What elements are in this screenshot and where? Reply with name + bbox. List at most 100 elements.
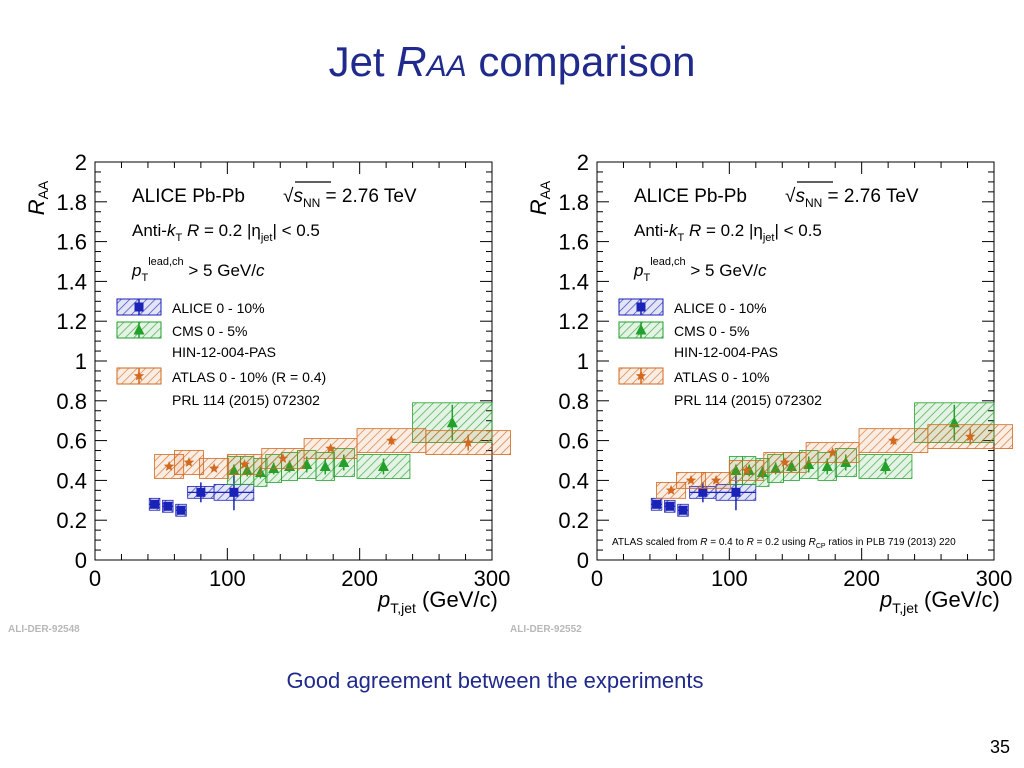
title-italic: R: [396, 38, 427, 85]
legend-label: ATLAS 0 - 10%: [674, 369, 769, 385]
data-point: [239, 459, 250, 469]
data-point: [888, 435, 899, 445]
data-point: [386, 435, 397, 445]
chart-panel-left: 0 0.2 0.4 0.6 0.8 1 1.2 1.4 1.6 1.8 2 0 100 200 300 RAA…: [0, 140, 520, 635]
legend-label: CMS 0 - 5%: [172, 323, 247, 339]
data-point: [821, 460, 833, 471]
chart-panel-right: 0 0.2 0.4 0.6 0.8 1 1.2 1.4 1.6 1.8 2 0 100 200 300 RAA…: [502, 140, 1022, 635]
data-point: [446, 416, 458, 428]
legend-marker: [133, 324, 145, 335]
data-point: [163, 501, 173, 511]
legend-label: HIN-12-004-PAS: [172, 344, 276, 360]
data-point: [741, 464, 752, 475]
legend-marker: [635, 324, 647, 335]
scaling-annotation: ATLAS scaled from R = 0.4 to R = 0.2 usi…: [612, 537, 956, 550]
data-point: [652, 499, 662, 509]
y-tick-label: 1.4: [56, 269, 87, 294]
data-point: [665, 484, 677, 495]
raa-chart-right: 0 0.2 0.4 0.6 0.8 1 1.2 1.4 1.6 1.8 2 0 100 200 300 RAA…: [510, 150, 1013, 635]
plot-frame: [94, 161, 493, 561]
header-experiment: ALICE Pb-Pb: [132, 186, 245, 207]
y-tick-label: 0: [577, 548, 589, 573]
x-axis-title: pT,jet (GeV/c): [879, 587, 1000, 616]
header-experiment: ALICE Pb-Pb: [634, 186, 747, 207]
data-point: [879, 460, 891, 471]
data-point: [196, 487, 206, 497]
y-tick-label: 0.2: [56, 508, 87, 533]
y-tick-label: 1.2: [558, 309, 589, 334]
raa-chart-left: 0 0.2 0.4 0.6 0.8 1 1.2 1.4 1.6 1.8 2 0 100 200 300 RAA…: [8, 150, 511, 635]
x-axis-title: pT,jet (GeV/c): [377, 587, 498, 616]
y-tick-label: 0.6: [558, 429, 589, 454]
legend-label: ATLAS 0 - 10% (R = 0.4): [172, 369, 326, 385]
legend-label: ALICE 0 - 10%: [172, 300, 265, 316]
data-point: [277, 453, 289, 463]
y-tick-label: 0.4: [56, 468, 87, 493]
x-tick-label: 300: [976, 566, 1013, 591]
data-point: [338, 456, 350, 467]
legend-marker: [636, 302, 646, 312]
legend-marker: [635, 370, 647, 381]
title-suffix: comparison: [466, 38, 696, 85]
y-tick-label: 1.8: [558, 190, 589, 215]
y-axis-title: RAA: [526, 180, 553, 215]
y-tick-label: 0.8: [56, 389, 87, 414]
x-tick-label: 0: [89, 566, 101, 591]
data-point: [731, 487, 741, 497]
x-tick-label: 300: [474, 566, 511, 591]
header-leading-cut: pTlead,ch > 5 GeV/c: [633, 256, 767, 284]
legend-label: CMS 0 - 5%: [674, 323, 749, 339]
data-point: [665, 501, 675, 511]
series-atlas: [656, 424, 1013, 499]
legend-label: HIN-12-004-PAS: [674, 344, 778, 360]
x-tick-label: 200: [843, 566, 880, 591]
legend-label: PRL 114 (2015) 072302: [172, 392, 320, 408]
data-point: [964, 431, 976, 442]
y-tick-label: 1.4: [558, 269, 589, 294]
y-tick-label: 2: [577, 150, 589, 175]
legend-label: ALICE 0 - 10%: [674, 300, 767, 316]
data-point: [163, 461, 175, 471]
data-point: [377, 460, 389, 471]
series-atlas: [154, 428, 511, 479]
y-tick-label: 1.2: [56, 309, 87, 334]
y-tick-label: 0: [75, 548, 87, 573]
x-tick-label: 100: [711, 566, 748, 591]
page-number: 35: [989, 737, 1010, 757]
series-alice: [148, 474, 255, 517]
data-point: [325, 443, 336, 453]
y-tick-label: 0.8: [558, 389, 589, 414]
y-axis-title: RAA: [24, 180, 51, 215]
data-point: [698, 487, 708, 497]
legend-marker: [134, 302, 144, 312]
header-algorithm: Anti-kT R = 0.2 |ηjet| < 0.5: [634, 221, 822, 244]
y-tick-label: 0.4: [558, 468, 589, 493]
data-point: [462, 437, 474, 447]
data-point: [208, 463, 220, 473]
y-tick-label: 1.6: [56, 230, 87, 255]
x-tick-label: 200: [341, 566, 378, 591]
y-tick-label: 2: [75, 150, 87, 175]
y-tick-label: 0.6: [56, 429, 87, 454]
x-tick-label: 0: [591, 566, 603, 591]
data-point: [678, 505, 688, 515]
x-tick-label: 100: [209, 566, 246, 591]
conclusion-text: Good agreement between the experiments: [286, 668, 704, 693]
legend-marker: [133, 370, 145, 381]
y-tick-label: 1: [577, 349, 589, 374]
data-point: [176, 505, 186, 515]
y-tick-label: 1.6: [558, 230, 589, 255]
panel-id-label: ALI-DER-92548: [8, 624, 80, 635]
data-point: [150, 499, 160, 509]
header-leading-cut: pTlead,ch > 5 GeV/c: [131, 256, 265, 284]
data-point: [779, 457, 791, 467]
y-tick-label: 1.8: [56, 190, 87, 215]
slide-title: Jet RAA comparison: [0, 38, 1024, 86]
y-tick-label: 1: [75, 349, 87, 374]
title-subscript: AA: [426, 50, 467, 83]
data-point: [229, 487, 239, 497]
data-point: [685, 474, 697, 485]
panel-id-label: ALI-DER-92552: [510, 624, 582, 635]
header-algorithm: Anti-kT R = 0.2 |ηjet| < 0.5: [132, 221, 320, 244]
data-point: [827, 447, 838, 457]
